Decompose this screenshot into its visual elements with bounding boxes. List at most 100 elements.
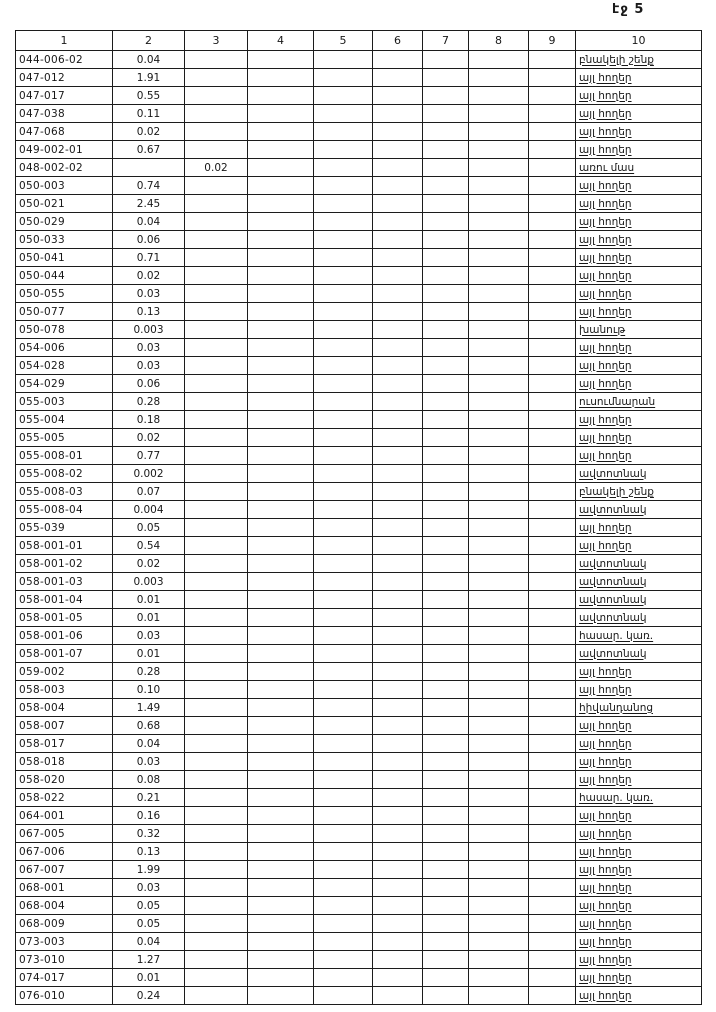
col7-cell [422, 158, 469, 177]
land-use-cell: խանութ [575, 320, 702, 339]
area-value-cell: 2.45 [112, 194, 185, 213]
parcel-code-cell: 050-021 [15, 194, 113, 213]
col6-cell [372, 158, 423, 177]
table-row: 050-021 2.45 այլ հողեր [15, 194, 702, 213]
col8-cell [468, 68, 529, 87]
col3-value-cell [184, 374, 248, 393]
col4-cell [247, 428, 314, 447]
col8-cell [468, 392, 529, 411]
col5-cell [313, 986, 373, 1005]
col3-value-cell [184, 590, 248, 609]
col9-cell [528, 428, 576, 447]
col9-cell [528, 770, 576, 789]
col8-cell [468, 176, 529, 195]
table-row: 055-004 0.18 այլ հողեր [15, 410, 702, 429]
col5-cell [313, 482, 373, 501]
area-value-cell [112, 158, 185, 177]
col3-value-cell [184, 680, 248, 699]
col6-cell [372, 122, 423, 141]
table-row: 076-010 0.24 այլ հողեր [15, 986, 702, 1005]
area-value-cell: 0.16 [112, 806, 185, 825]
col6-cell [372, 824, 423, 843]
parcel-code-cell: 058-017 [15, 734, 113, 753]
col8-cell [468, 122, 529, 141]
parcel-code-cell: 067-005 [15, 824, 113, 843]
col4-cell [247, 320, 314, 339]
table-row: 050-077 0.13 այլ հողեր [15, 302, 702, 321]
col5-cell [313, 104, 373, 123]
table-row: 067-007 1.99 այլ հողեր [15, 860, 702, 879]
col3-value-cell [184, 140, 248, 159]
land-use-cell: այլ հողեր [575, 968, 702, 987]
table-row: 058-022 0.21 հասար. կառ. [15, 788, 702, 807]
col7-cell [422, 608, 469, 627]
table-row: 068-009 0.05 այլ հողեր [15, 914, 702, 933]
col8-cell [468, 212, 529, 231]
col4-cell [247, 176, 314, 195]
col7-cell [422, 932, 469, 951]
col7-cell [422, 896, 469, 915]
parcel-code-cell: 055-008-01 [15, 446, 113, 465]
col5-cell [313, 896, 373, 915]
col5-cell [313, 230, 373, 249]
table-row: 055-008-02 0.002 ավտոտնակ [15, 464, 702, 483]
col3-value-cell [184, 662, 248, 681]
table-row: 073-010 1.27 այլ հողեր [15, 950, 702, 969]
col7-cell [422, 356, 469, 375]
col5-cell [313, 842, 373, 861]
land-use-cell: այլ հողեր [575, 266, 702, 285]
land-use-cell: այլ հողեր [575, 716, 702, 735]
col9-cell [528, 626, 576, 645]
parcel-code-cell: 058-001-02 [15, 554, 113, 573]
col4-cell [247, 644, 314, 663]
col9-cell [528, 194, 576, 213]
col3-value-cell [184, 248, 248, 267]
area-value-cell: 0.03 [112, 752, 185, 771]
land-use-cell: այլ հողեր [575, 932, 702, 951]
col4-cell [247, 716, 314, 735]
table-row: 064-001 0.16 այլ հողեր [15, 806, 702, 825]
col8-cell [468, 986, 529, 1005]
table-row: 055-039 0.05 այլ հողեր [15, 518, 702, 537]
col4-cell [247, 536, 314, 555]
table-row: 047-038 0.11 այլ հողեր [15, 104, 702, 123]
col6-cell [372, 338, 423, 357]
col7-cell [422, 266, 469, 285]
land-use-cell: այլ հողեր [575, 338, 702, 357]
land-use-cell: այլ հողեր [575, 140, 702, 159]
col7-cell [422, 338, 469, 357]
table-row: 055-008-04 0.004 ավտոտնակ [15, 500, 702, 519]
col3-value-cell [184, 554, 248, 573]
col7-cell [422, 212, 469, 231]
table-row: 047-017 0.55 այլ հողեր [15, 86, 702, 105]
parcel-code-cell: 055-039 [15, 518, 113, 537]
parcel-code-cell: 050-033 [15, 230, 113, 249]
col8-cell [468, 716, 529, 735]
col3-value-cell [184, 986, 248, 1005]
land-use-cell: այլ հողեր [575, 284, 702, 303]
col9-cell [528, 176, 576, 195]
table-row: 050-033 0.06 այլ հողեր [15, 230, 702, 249]
col9-cell [528, 284, 576, 303]
col5-cell [313, 212, 373, 231]
col4-cell [247, 86, 314, 105]
parcel-code-cell: 058-001-05 [15, 608, 113, 627]
col4-cell [247, 842, 314, 861]
col5-cell [313, 302, 373, 321]
area-value-cell: 0.04 [112, 932, 185, 951]
parcel-code-cell: 076-010 [15, 986, 113, 1005]
col8-cell [468, 518, 529, 537]
col3-value-cell [184, 176, 248, 195]
area-value-cell: 0.71 [112, 248, 185, 267]
col6-cell [372, 590, 423, 609]
area-value-cell: 0.01 [112, 608, 185, 627]
land-use-cell: այլ հողեր [575, 374, 702, 393]
col5-cell [313, 410, 373, 429]
col5-cell [313, 248, 373, 267]
parcel-code-cell: 050-029 [15, 212, 113, 231]
parcel-code-cell: 048-002-02 [15, 158, 113, 177]
area-value-cell: 0.18 [112, 410, 185, 429]
col9-cell [528, 662, 576, 681]
table-row: 047-012 1.91 այլ հողեր [15, 68, 702, 87]
table-row: 055-008-01 0.77 այլ հողեր [15, 446, 702, 465]
